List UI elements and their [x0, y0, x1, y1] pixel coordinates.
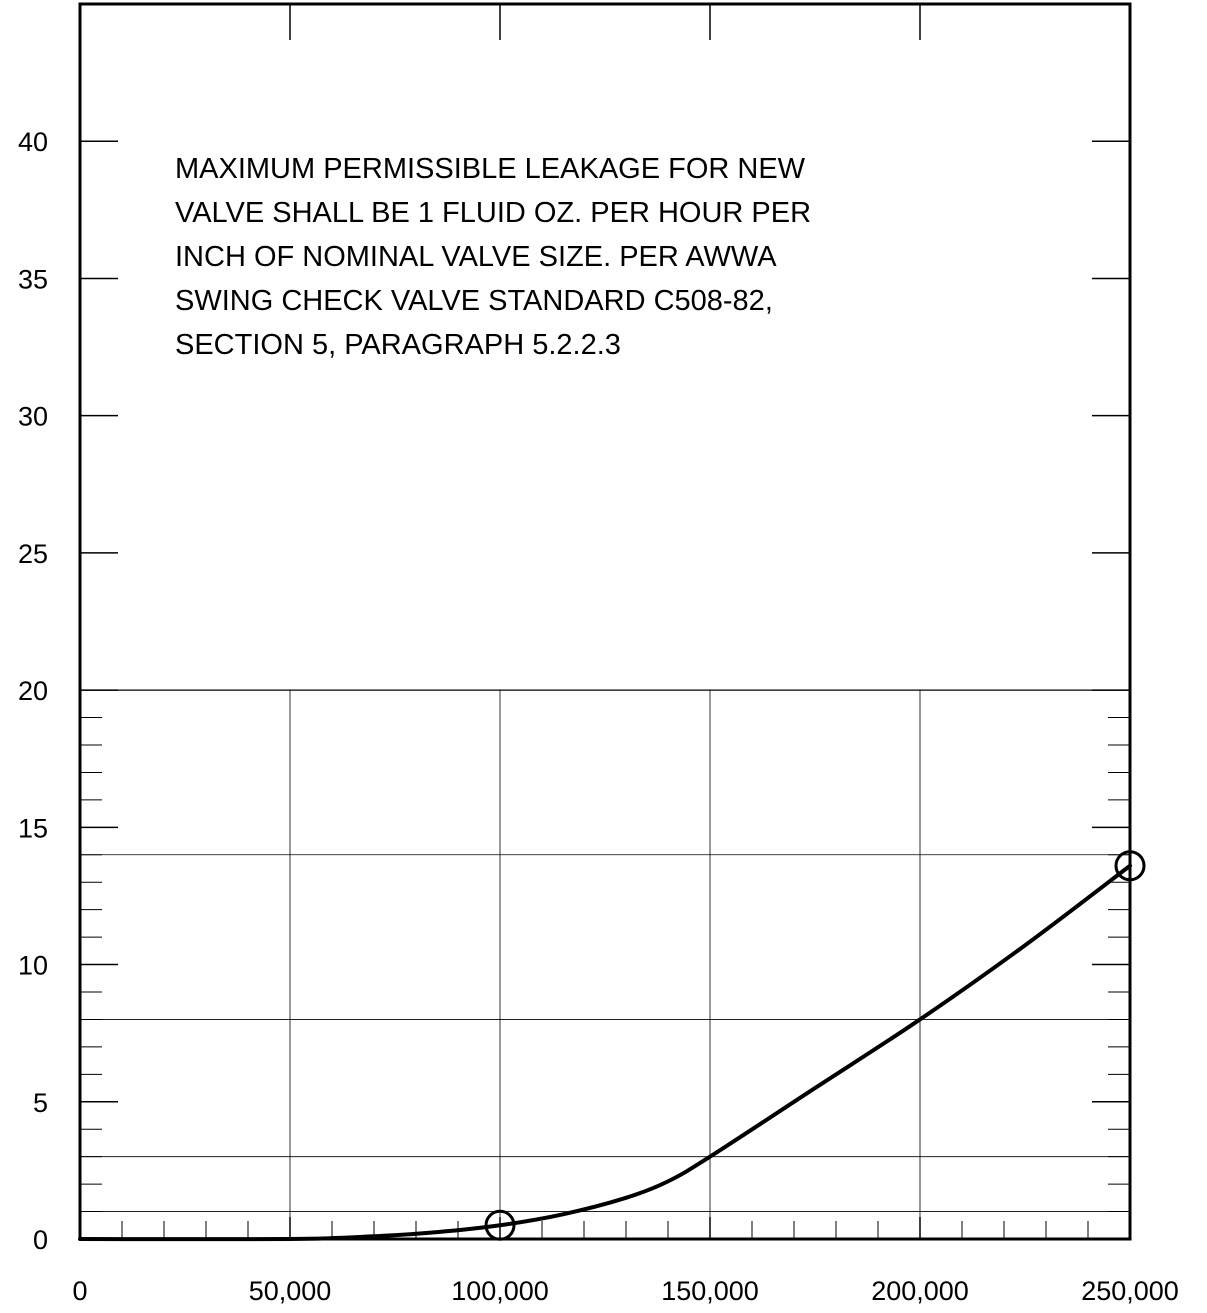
x-tick-label: 200,000 [871, 1276, 969, 1306]
grid-lines [80, 689, 1130, 1239]
x-tick-label: 0 [72, 1276, 87, 1306]
y-tick-label: 20 [18, 676, 48, 706]
leakage-curve [78, 863, 1132, 1242]
y-tick-label: 5 [33, 1088, 48, 1118]
plot-frame [78, 2, 1132, 1241]
y-tick-label: 30 [18, 402, 48, 432]
series-layer [78, 863, 1132, 1242]
x-tick-labels: 0 50,000 100,000 150,000 200,000 250,000 [72, 1276, 1178, 1306]
leakage-note-line: INCH OF NOMINAL VALVE SIZE. PER AWWA [175, 241, 777, 273]
marker-layer [484, 850, 1146, 1241]
leakage-note: MAXIMUM PERMISSIBLE LEAKAGE FOR NEW VALVE… [175, 153, 811, 361]
x-tick-label: 150,000 [661, 1276, 759, 1306]
y-tick-label: 0 [33, 1225, 48, 1255]
leakage-note-line: MAXIMUM PERMISSIBLE LEAKAGE FOR NEW [175, 153, 806, 185]
y-tick-label: 40 [18, 127, 48, 157]
x-tick-label: 100,000 [451, 1276, 549, 1306]
y-tick-label: 25 [18, 539, 48, 569]
x-tick-label: 250,000 [1081, 1276, 1179, 1306]
data-point-marker [1114, 850, 1146, 882]
y-tick-label: 35 [18, 264, 48, 294]
leakage-note-line: SECTION 5, PARAGRAPH 5.2.2.3 [175, 329, 621, 361]
leakage-note-line: VALVE SHALL BE 1 FLUID OZ. PER HOUR PER [175, 197, 811, 229]
y-tick-labels: 0 5 10 15 20 25 30 35 40 [18, 127, 48, 1255]
tick-marks [80, 4, 1130, 1240]
y-tick-label: 10 [18, 951, 48, 981]
leakage-note-line: SWING CHECK VALVE STANDARD C508-82, [175, 285, 773, 317]
data-point-marker [484, 1209, 516, 1241]
y-tick-label: 15 [18, 813, 48, 843]
x-tick-label: 50,000 [249, 1276, 332, 1306]
